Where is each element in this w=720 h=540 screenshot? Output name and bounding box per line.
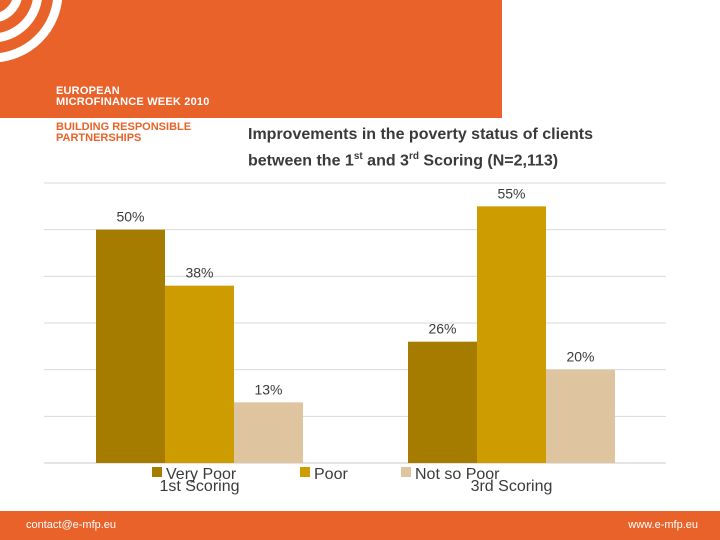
bar-not-so-poor-1 — [234, 402, 303, 463]
data-label: 55% — [497, 185, 525, 201]
data-label: 38% — [185, 265, 213, 281]
legend-swatch — [300, 467, 310, 477]
data-label: 20% — [566, 349, 594, 365]
chart-title-line1: Improvements in the poverty status of cl… — [248, 126, 593, 143]
event-name-line1: EUROPEAN — [56, 85, 120, 97]
x-tick-label: 3rd Scoring — [471, 478, 553, 495]
chart-title-line2: between the 1st and 3rd Scoring (N=2,113… — [248, 151, 559, 170]
tagline-line1: BUILDING RESPONSIBLE — [56, 121, 192, 133]
footer-bar: contact@e-mfp.eu www.e-mfp.eu — [0, 511, 720, 540]
legend-swatch — [401, 467, 411, 477]
bar-poor-2 — [477, 206, 546, 464]
website-link[interactable]: www.e-mfp.eu — [628, 519, 698, 531]
x-tick-label: 1st Scoring — [159, 478, 239, 495]
bar-very-poor-2 — [408, 341, 477, 463]
contact-email[interactable]: contact@e-mfp.eu — [26, 519, 117, 531]
legend-label: Poor — [314, 466, 348, 483]
legend-label: Very Poor — [166, 466, 237, 483]
header-banner: EUROPEAN MICROFINANCE WEEK 2010 — [0, 0, 502, 118]
data-label: 50% — [116, 209, 144, 225]
legend-label: Not so Poor — [415, 466, 500, 483]
event-name-line2: MICROFINANCE WEEK 2010 — [56, 96, 210, 108]
legend-swatch — [152, 467, 162, 477]
chart-title: Improvements in the poverty status of cl… — [248, 124, 708, 172]
bar-poor-1 — [165, 285, 234, 463]
data-label: 13% — [254, 381, 282, 397]
bar-not-so-poor-2 — [546, 369, 615, 463]
tagline-line2: PARTNERSHIPS — [56, 132, 142, 144]
data-label: 26% — [428, 321, 456, 337]
bar-very-poor-1 — [96, 229, 165, 463]
bar-chart: 50% 38% 13% 1st Scoring 26% 55% 20% 3rd Scoring… — [44, 182, 666, 495]
